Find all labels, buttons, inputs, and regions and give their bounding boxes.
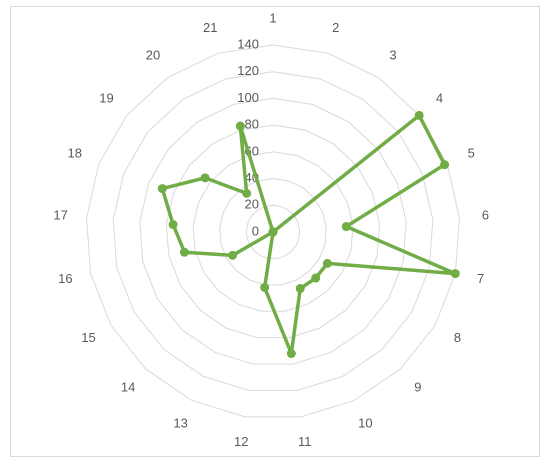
data-point [286, 349, 296, 359]
category-label: 1 [269, 10, 276, 25]
grid-ring [112, 71, 434, 391]
r-tick-label: 20 [245, 197, 259, 212]
category-label: 10 [358, 415, 372, 430]
data-point [440, 160, 450, 170]
grid-ring [219, 178, 327, 286]
category-label: 14 [121, 380, 135, 395]
grid-ring [139, 97, 407, 365]
category-label: 11 [298, 434, 312, 449]
grid-ring [245, 204, 301, 259]
data-point [228, 250, 238, 260]
r-tick-label: 140 [237, 36, 259, 51]
r-tick-label: 120 [237, 63, 259, 78]
grid-ring [165, 124, 381, 339]
data-point [295, 284, 305, 294]
data-point [260, 282, 270, 292]
r-tick-label: 0 [252, 223, 259, 238]
data-point [242, 188, 252, 198]
data-point [200, 173, 210, 183]
data-point [179, 247, 189, 257]
category-label: 9 [414, 380, 421, 395]
data-point [157, 184, 167, 194]
category-label: 21 [203, 20, 217, 35]
category-label: 4 [436, 91, 443, 106]
category-label: 8 [454, 330, 461, 345]
data-point [322, 258, 332, 268]
category-label: 15 [81, 330, 95, 345]
category-label: 17 [53, 208, 67, 223]
category-label: 6 [482, 208, 489, 223]
category-label: 13 [173, 415, 187, 430]
data-point [311, 273, 321, 283]
data-point [235, 121, 245, 131]
category-label: 12 [234, 434, 248, 449]
r-tick-label: 80 [245, 117, 259, 132]
category-label: 3 [389, 47, 396, 62]
category-label: 20 [146, 47, 160, 62]
category-label: 16 [58, 271, 72, 286]
category-label: 18 [67, 146, 81, 161]
data-point [168, 220, 178, 230]
category-label: 7 [477, 271, 484, 286]
category-label: 19 [99, 91, 113, 106]
data-point [450, 269, 460, 279]
data-point [268, 227, 278, 237]
category-label: 2 [332, 20, 339, 35]
data-point [341, 222, 351, 232]
data-point [414, 110, 424, 120]
r-tick-label: 100 [237, 90, 259, 105]
category-label: 5 [468, 146, 475, 161]
